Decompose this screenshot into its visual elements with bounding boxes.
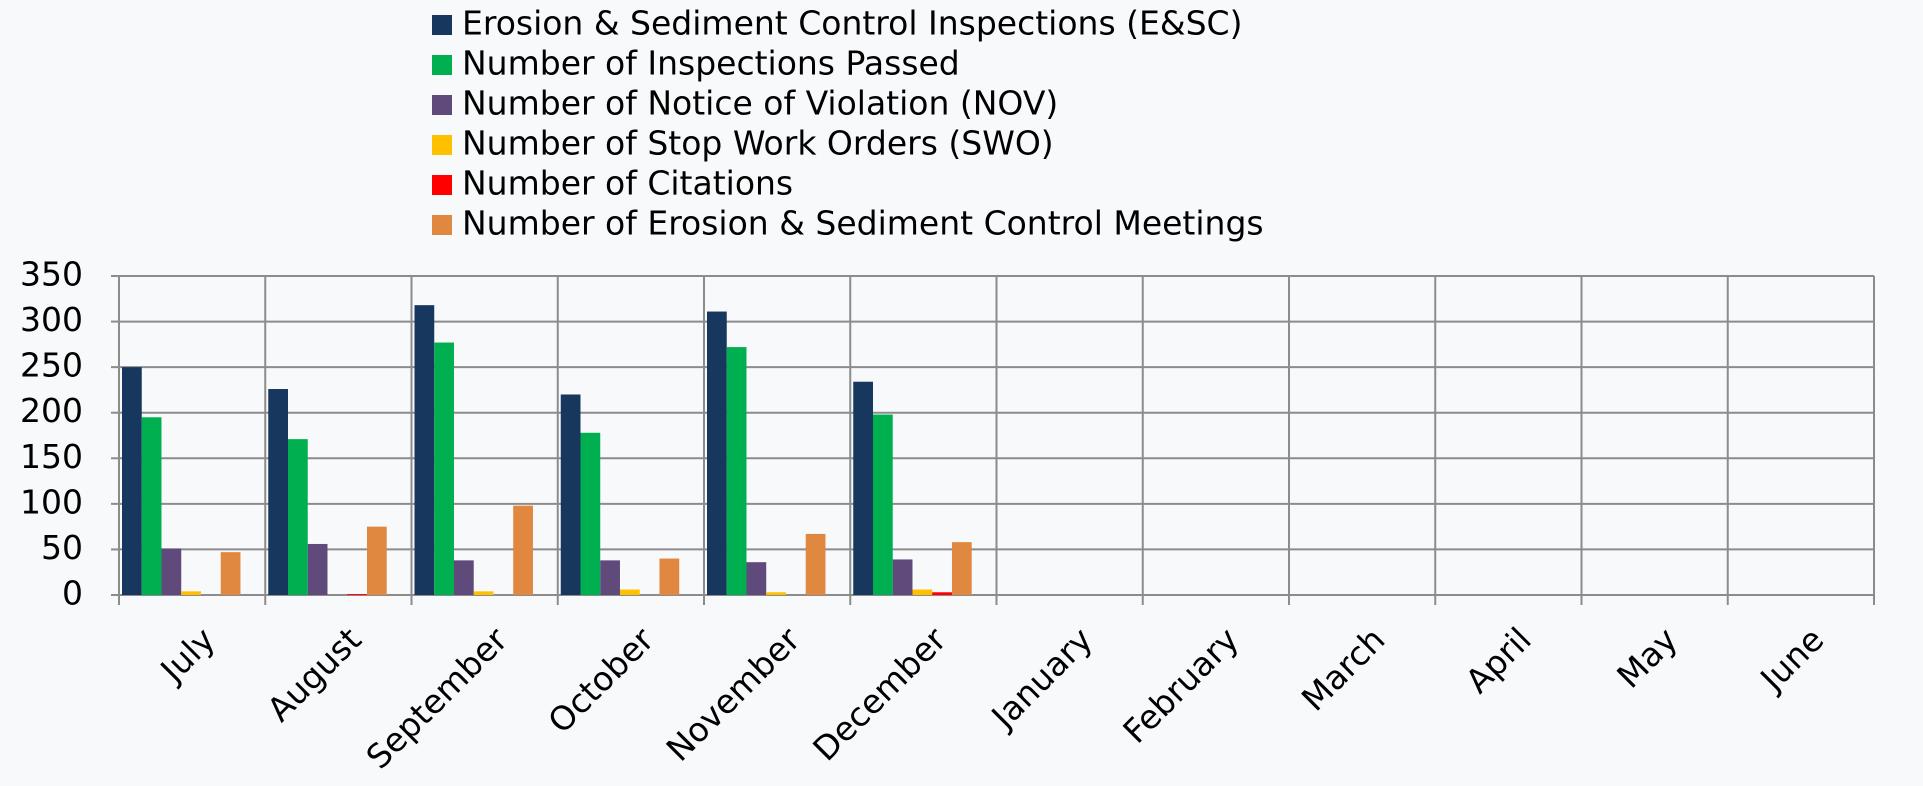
bar [600, 560, 620, 595]
legend-swatch [432, 175, 452, 195]
legend-swatch [432, 215, 452, 235]
x-tick-label: May [1609, 620, 1685, 696]
bar [560, 394, 581, 595]
bar [434, 342, 454, 595]
x-tick-label: December [805, 619, 954, 768]
y-tick-label: 50 [41, 528, 83, 567]
bar [707, 311, 727, 595]
x-tick-label: April [1458, 620, 1539, 701]
bar [122, 367, 142, 595]
bar [287, 439, 308, 595]
x-tick-label: January [983, 620, 1100, 737]
bar [932, 592, 952, 595]
bar [766, 592, 786, 595]
bar [853, 381, 873, 595]
legend-label: Number of Erosion & Sediment Control Mee… [462, 204, 1264, 243]
x-tick-label: November [659, 619, 808, 768]
bar [892, 559, 913, 595]
legend-label: Number of Notice of Violation (NOV) [462, 84, 1058, 123]
legend-swatch [432, 135, 452, 155]
y-tick-label: 150 [20, 437, 83, 476]
bar [619, 589, 640, 595]
bar [181, 591, 201, 595]
bar [220, 552, 241, 595]
bar [659, 558, 680, 595]
bar [414, 305, 435, 595]
x-tick-label: October [540, 620, 661, 741]
x-tick-label: March [1294, 620, 1393, 719]
x-tick-label: September [358, 619, 515, 776]
legend-label: Erosion & Sediment Control Inspections (… [462, 4, 1242, 43]
bar [161, 548, 182, 595]
bar [453, 560, 474, 595]
y-tick-label: 100 [20, 482, 83, 521]
bar [726, 347, 747, 595]
y-tick-label: 200 [20, 391, 83, 430]
legend-swatch [432, 95, 452, 115]
bar [746, 562, 767, 595]
bar [347, 594, 367, 596]
bar [580, 432, 601, 595]
y-tick-label: 250 [20, 346, 83, 385]
legend-swatch [432, 15, 452, 35]
legend-label: Number of Stop Work Orders (SWO) [462, 124, 1054, 163]
bar [366, 526, 387, 595]
x-tick-label: February [1115, 620, 1246, 751]
bar [473, 591, 494, 595]
legend-label: Number of Citations [462, 164, 793, 203]
bar [141, 417, 162, 595]
legend-swatch [432, 55, 452, 75]
y-tick-label: 0 [62, 574, 83, 613]
legend-label: Number of Inspections Passed [462, 44, 960, 83]
bar [513, 505, 533, 595]
y-tick-label: 300 [20, 300, 83, 339]
bar [872, 414, 893, 595]
bar [307, 543, 328, 595]
bar [912, 589, 933, 595]
x-tick-label: July [152, 620, 223, 691]
bar [268, 389, 288, 595]
x-tick-label: August [260, 620, 369, 729]
y-tick-label: 350 [20, 255, 83, 294]
bar [951, 542, 972, 595]
bar [805, 533, 826, 595]
x-tick-label: June [1751, 620, 1831, 700]
